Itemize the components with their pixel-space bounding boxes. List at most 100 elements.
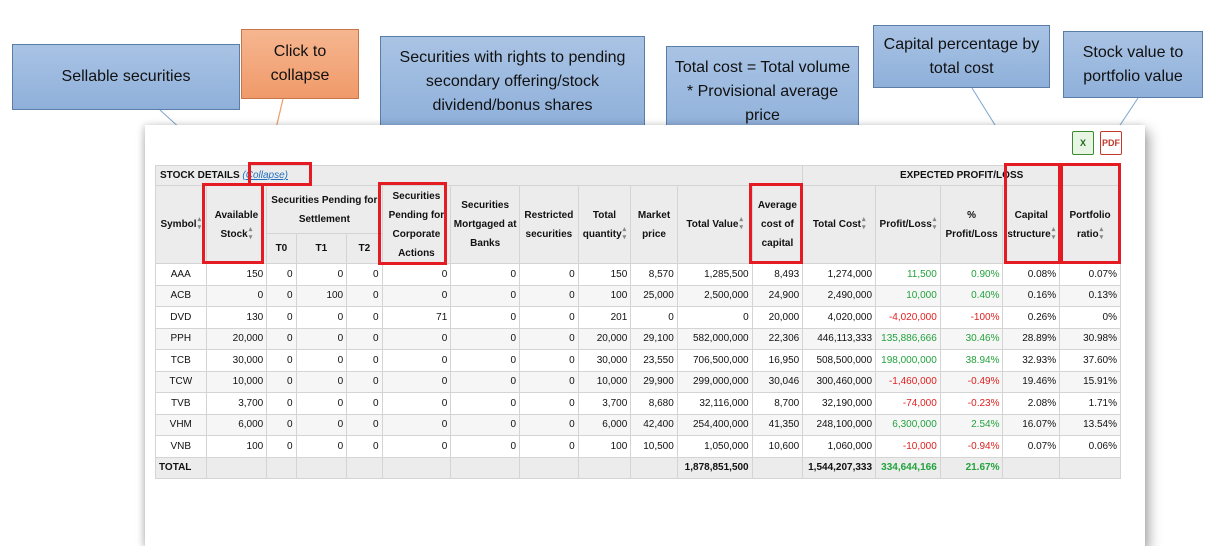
total-cell-t0 xyxy=(266,456,297,479)
cell-total-cost: 32,190,000 xyxy=(802,392,877,415)
cell-corporate: 0 xyxy=(381,413,452,436)
total-cell-portfolio xyxy=(1059,456,1121,479)
stock-details-header: STOCK DETAILS (Collapse) xyxy=(154,165,804,186)
callout-stock-value: Stock value to portfolio value xyxy=(1063,31,1203,98)
cell-t2: 0 xyxy=(346,349,383,372)
col-symbol[interactable]: Symbol▴ ▾ xyxy=(155,185,207,264)
cell-symbol: AAA xyxy=(155,263,207,286)
col-restricted: Restricted securities xyxy=(519,185,579,264)
col-total-value-label: Total Value xyxy=(686,219,739,230)
cell-market-price: 29,900 xyxy=(630,370,678,393)
cell-market-price: 29,100 xyxy=(630,327,678,350)
pdf-export-icon[interactable]: PDF xyxy=(1100,131,1122,155)
cell-t1: 0 xyxy=(295,349,348,372)
cell-t2: 0 xyxy=(346,306,383,329)
callout-total-cost-text: Total cost = Total volume * Provisional … xyxy=(674,58,851,124)
sort-icon[interactable]: ▴ ▾ xyxy=(622,225,627,241)
collapse-link[interactable]: (Collapse) xyxy=(242,170,288,181)
pdf-glyph: PDF xyxy=(1102,138,1120,148)
cell-restricted: 0 xyxy=(519,349,579,372)
cell-available: 130 xyxy=(205,306,268,329)
cell-total-cost: 1,274,000 xyxy=(802,263,877,286)
cell-avg-cost: 8,493 xyxy=(751,263,804,286)
cell-profit-loss: 10,000 xyxy=(875,284,941,307)
cell-t0: 0 xyxy=(266,306,297,329)
cell-restricted: 0 xyxy=(519,327,579,350)
col-available-stock[interactable]: Available Stock▴ ▾ xyxy=(205,185,268,264)
sort-icon[interactable]: ▴ ▾ xyxy=(1099,225,1104,241)
cell-total-cost: 2,490,000 xyxy=(802,284,877,307)
cell-corporate: 0 xyxy=(381,370,452,393)
cell-total-qty: 30,000 xyxy=(577,349,632,372)
cell-total-cost: 300,460,000 xyxy=(802,370,877,393)
callout-sellable-securities: Sellable securities xyxy=(12,44,240,110)
total-cell-symbol: TOTAL xyxy=(155,456,207,479)
cell-restricted: 0 xyxy=(519,435,579,458)
cell-restricted: 0 xyxy=(519,392,579,415)
cell-total-value: 32,116,000 xyxy=(676,392,753,415)
sort-icon[interactable]: ▴ ▾ xyxy=(248,225,253,241)
callout-capital-text: Capital percentage by total cost xyxy=(883,35,1040,77)
cell-avg-cost: 16,950 xyxy=(751,349,804,372)
table-row: AAA 150 0 0 0 0 0 0 150 8,570 1,285,500 8,493 1,274,… xyxy=(155,263,1121,286)
excel-export-icon[interactable]: X xyxy=(1072,131,1094,155)
col-total-quantity[interactable]: Total quantity▴ ▾ xyxy=(577,185,632,264)
callout-click-to-collapse: Click to collapse xyxy=(241,29,359,99)
col-portfolio-ratio[interactable]: Portfolio ratio▴ ▾ xyxy=(1059,185,1121,264)
cell-market-price: 42,400 xyxy=(630,413,678,436)
excel-glyph: X xyxy=(1079,138,1086,148)
callout-pending-text: Securities with rights to pending second… xyxy=(399,49,626,114)
cell-t0: 0 xyxy=(266,349,297,372)
cell-total-value: 706,500,000 xyxy=(676,349,753,372)
sort-icon[interactable]: ▴ ▾ xyxy=(739,216,743,232)
cell-symbol: TCB xyxy=(155,349,207,372)
table-row: VHM 6,000 0 0 0 0 0 0 6,000 42,400 254,400,000 41,3… xyxy=(155,413,1121,436)
cell-mortgaged: 0 xyxy=(450,263,521,286)
cell-available: 30,000 xyxy=(205,349,268,372)
col-total-value[interactable]: Total Value▴ ▾ xyxy=(676,185,753,264)
col-capital-structure[interactable]: Capital structure▴ ▾ xyxy=(1002,185,1061,264)
table-row: TCB 30,000 0 0 0 0 0 0 30,000 23,550 706,500,000 16… xyxy=(155,349,1121,372)
sort-icon[interactable]: ▴ ▾ xyxy=(1051,225,1056,241)
cell-pct: 0.40% xyxy=(939,284,1004,307)
cell-mortgaged: 0 xyxy=(450,370,521,393)
cell-available: 20,000 xyxy=(205,327,268,350)
col-symbol-label: Symbol xyxy=(160,219,197,230)
cell-t2: 0 xyxy=(346,413,383,436)
total-cell-available xyxy=(205,456,268,479)
col-t1: T1 xyxy=(295,233,348,264)
cell-total-qty: 150 xyxy=(577,263,632,286)
sort-icon[interactable]: ▴ ▾ xyxy=(197,216,202,232)
cell-mortgaged: 0 xyxy=(450,349,521,372)
cell-restricted: 0 xyxy=(519,284,579,307)
col-profit-loss[interactable]: Profit/Loss▴ ▾ xyxy=(875,185,941,264)
col-total-cost-label: Total Cost xyxy=(812,219,861,230)
col-total-cost[interactable]: Total Cost▴ ▾ xyxy=(802,185,877,264)
table-row: TCW 10,000 0 0 0 0 0 0 10,000 29,900 299,000,000 30… xyxy=(155,370,1121,393)
table-row: ACB 0 0 100 0 0 0 0 100 25,000 2,500,000 24,900 2,49… xyxy=(155,284,1121,307)
sort-icon[interactable]: ▴ ▾ xyxy=(932,216,937,232)
cell-avg-cost: 20,000 xyxy=(751,306,804,329)
total-cell-restricted xyxy=(519,456,579,479)
cell-corporate: 0 xyxy=(381,327,452,350)
total-cell-avg-cost xyxy=(751,456,804,479)
cell-t0: 0 xyxy=(266,284,297,307)
col-pct-profit-loss: % Profit/Loss xyxy=(939,185,1004,264)
cell-total-value: 1,050,000 xyxy=(676,435,753,458)
cell-portfolio: 0% xyxy=(1059,306,1121,329)
stock-details-panel: X PDF STOCK DETAILS (Collapse) EXPECTED … xyxy=(145,125,1145,546)
cell-portfolio: 1.71% xyxy=(1059,392,1121,415)
cell-pct: -0.23% xyxy=(939,392,1004,415)
cell-total-qty: 6,000 xyxy=(577,413,632,436)
cell-total-value: 2,500,000 xyxy=(676,284,753,307)
cell-total-cost: 508,500,000 xyxy=(802,349,877,372)
cell-pct: -0.94% xyxy=(939,435,1004,458)
cell-total-value: 0 xyxy=(676,306,753,329)
cell-total-cost: 446,113,333 xyxy=(802,327,877,350)
cell-avg-cost: 8,700 xyxy=(751,392,804,415)
cell-t0: 0 xyxy=(266,370,297,393)
cell-t1: 0 xyxy=(295,306,348,329)
cell-mortgaged: 0 xyxy=(450,392,521,415)
cell-market-price: 8,680 xyxy=(630,392,678,415)
sort-icon[interactable]: ▴ ▾ xyxy=(861,216,866,232)
